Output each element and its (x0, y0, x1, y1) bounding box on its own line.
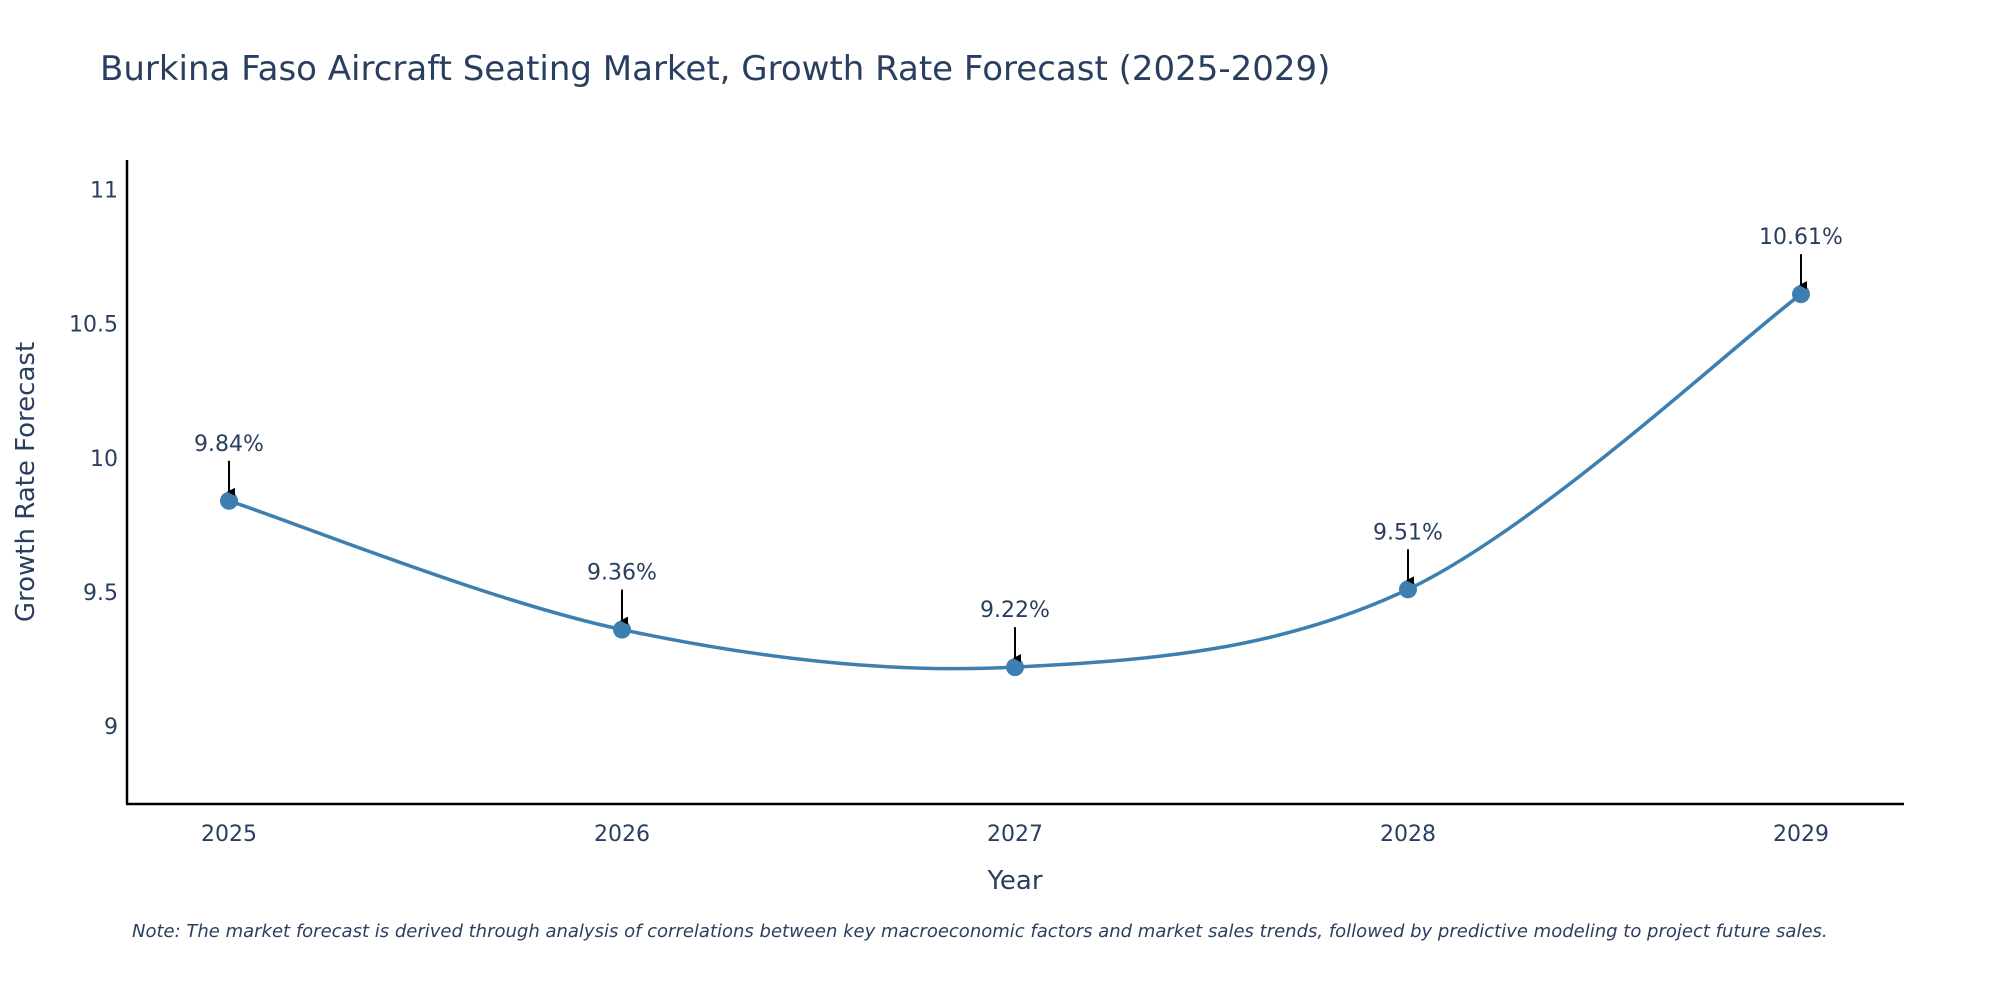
x-axis-title: Year (986, 866, 1042, 896)
data-point-2028 (1399, 580, 1417, 599)
data-label: 9.22% (980, 598, 1050, 623)
axes (125, 160, 1904, 806)
annotations-layer: 9.84% 9.36% 9.22% 9.51% 10.61% (194, 225, 1843, 663)
x-tick-label: 2029 (1773, 822, 1829, 847)
data-point-2027 (1006, 658, 1024, 677)
data-label: 9.84% (194, 432, 264, 457)
data-point-2025 (220, 491, 238, 510)
x-tick-label: 2027 (987, 822, 1043, 847)
data-point-2029 (1792, 285, 1810, 304)
x-tick-label: 2028 (1380, 822, 1436, 847)
data-label: 9.36% (587, 561, 657, 586)
y-tick-label: 10.5 (69, 313, 118, 338)
x-tick-label: 2026 (594, 822, 650, 847)
chart-title: Burkina Faso Aircraft Seating Market, Gr… (100, 49, 1330, 89)
data-point-2026 (613, 620, 631, 639)
x-tick-labels: 2025 2026 2027 2028 2029 (201, 822, 1829, 847)
y-axis-title: Growth Rate Forecast (11, 342, 41, 622)
y-tick-labels: 9 9.5 10 10.5 11 (69, 179, 118, 741)
y-tick-label: 10 (90, 447, 118, 472)
y-tick-label: 9 (104, 715, 118, 740)
chart-note: Note: The market forecast is derived thr… (132, 921, 1828, 942)
x-tick-label: 2025 (201, 822, 257, 847)
series-line (228, 292, 1803, 671)
data-label: 10.61% (1759, 225, 1843, 250)
y-tick-label: 11 (90, 179, 118, 204)
data-label: 9.51% (1373, 520, 1443, 545)
y-tick-label: 9.5 (83, 581, 118, 606)
series-layer (220, 285, 1810, 677)
